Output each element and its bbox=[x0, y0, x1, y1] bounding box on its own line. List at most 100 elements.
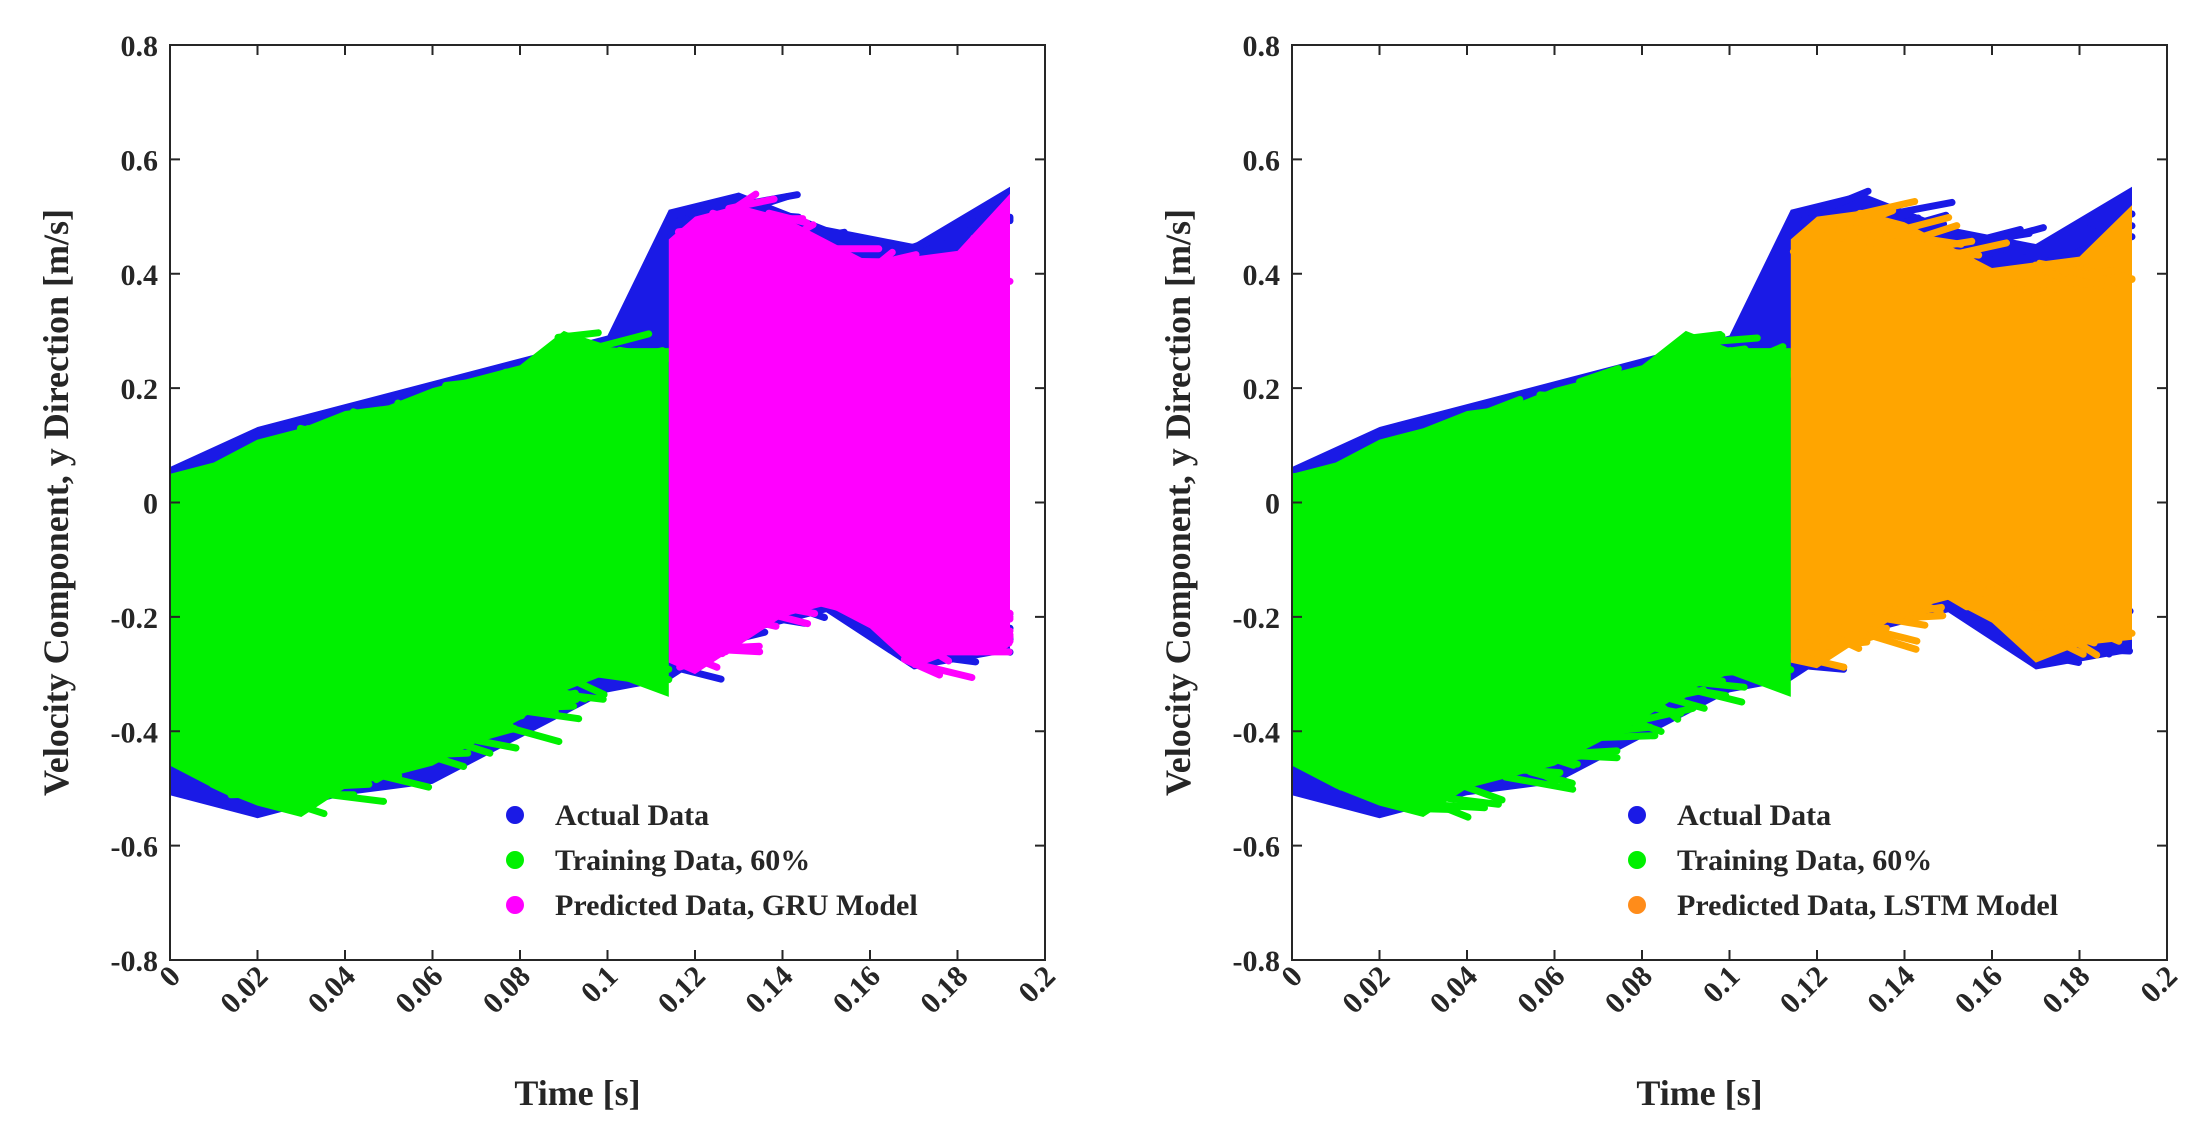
chart-1-training-data-points-streak bbox=[1292, 470, 1343, 481]
chart-1-legend-marker bbox=[1628, 851, 1646, 869]
chart-1-predicted-data-points-streak bbox=[1949, 574, 2014, 596]
chart-0-training-data-points-streak bbox=[486, 379, 545, 404]
chart-1-y-tick-label: 0.6 bbox=[1243, 144, 1281, 177]
chart-1-x-tick-label: 0.14 bbox=[1861, 960, 1921, 1020]
chart-0-predicted-data-points-streak bbox=[709, 209, 740, 225]
chart-1-predicted-data-points-streak bbox=[2032, 261, 2073, 286]
chart-1-predicted-data-points-streak bbox=[2062, 629, 2098, 647]
chart-1-predicted-data-points-streak bbox=[1990, 604, 2054, 614]
chart-1-predicted-data-points-streak bbox=[1882, 231, 1912, 240]
chart-1-training-data-points-streak bbox=[1372, 443, 1430, 464]
chart-0-predicted-data-points-streak bbox=[782, 230, 835, 255]
chart-1-predicted-data-points-streak bbox=[1924, 571, 1994, 582]
chart-1-predicted-data-points-streak bbox=[2068, 635, 2101, 659]
chart-1-training-data-points-streak bbox=[1709, 666, 1761, 677]
chart-0-x-tick-label: 0.1 bbox=[575, 960, 625, 1010]
chart-1-training-data-points-streak bbox=[1332, 471, 1364, 482]
chart-0-predicted-data-points-streak bbox=[786, 605, 819, 617]
chart-1-predicted-data-points-streak bbox=[2035, 623, 2076, 645]
chart-0-training-data-points-streak bbox=[547, 670, 578, 689]
chart-0-y-tick-label: 0.2 bbox=[121, 373, 159, 406]
chart-1-training-data-points-streak bbox=[1438, 771, 1489, 791]
chart-1-training-data-points-streak bbox=[1515, 426, 1574, 443]
chart-1-training-data-points-streak bbox=[1656, 687, 1686, 700]
chart-1-training-data-points-streak bbox=[1669, 671, 1700, 686]
chart-1-training-data-points-streak bbox=[1620, 389, 1682, 407]
chart-1-y-tick-label: -0.4 bbox=[1233, 716, 1281, 749]
chart-0-training-data-points-streak bbox=[467, 725, 519, 737]
chart-0-predicted-data-points-streak bbox=[881, 257, 958, 274]
chart-1-predicted-data-points-streak bbox=[1908, 596, 1944, 615]
chart-1-training-data-points-streak bbox=[1503, 411, 1556, 433]
chart-0-training-data-points-streak bbox=[622, 654, 673, 673]
chart-0-predicted-data-points-streak bbox=[947, 641, 1009, 655]
chart-0-predicted-data-points-streak bbox=[881, 617, 945, 634]
chart-0-training-data-points-streak bbox=[271, 453, 311, 467]
chart-0-y-tick-label: 0.8 bbox=[121, 30, 159, 63]
chart-1-training-data-points-streak bbox=[1526, 768, 1576, 787]
chart-1-predicted-data-points-streak bbox=[2101, 233, 2131, 247]
chart-1-x-tick-label: 0.02 bbox=[1336, 960, 1396, 1020]
chart-1-training-data-points-streak bbox=[1444, 794, 1502, 808]
chart-1-x-tick-label: 0.18 bbox=[2036, 960, 2096, 1020]
chart-1-legend: Actual Data Training Data, 60% Predicted D… bbox=[1628, 799, 2058, 922]
chart-0-training-data-points-streak bbox=[243, 774, 313, 783]
chart-0-training-data-points-streak bbox=[209, 472, 268, 493]
chart-1-training-data-points-streak bbox=[1753, 358, 1795, 378]
chart-0-training-data-points-streak bbox=[337, 408, 397, 423]
chart-0-x-tick-label: 0.04 bbox=[301, 960, 361, 1020]
chart-0-data-layer bbox=[170, 186, 1014, 819]
chart-1-y-tick-label: -0.2 bbox=[1233, 602, 1281, 635]
chart-0-predicted-data-points-streak bbox=[916, 661, 976, 681]
chart-1-training-data-points-streak bbox=[1592, 732, 1659, 742]
chart-0-y-tick-label: 0.6 bbox=[121, 144, 159, 177]
chart-1-predicted-data-points-streak bbox=[1824, 218, 1861, 228]
chart-1-predicted-data-points-streak bbox=[1882, 214, 1953, 238]
chart-1-predicted-data-points-streak bbox=[1793, 652, 1848, 671]
chart-1-y-tick-label: -0.6 bbox=[1233, 831, 1281, 864]
chart-1-predicted-data-points-streak bbox=[2046, 284, 2110, 296]
chart-1-y-tick-label: 0 bbox=[1265, 488, 1280, 521]
chart-1-x-tick-label: 0.16 bbox=[1948, 960, 2008, 1020]
chart-1-x-tick-label: 0.2 bbox=[2134, 960, 2184, 1010]
chart-1-predicted-data-points-streak bbox=[2011, 617, 2047, 637]
chart-1-x-tick-label: 0.06 bbox=[1511, 960, 1571, 1020]
chart-0-predicted-data-points-streak bbox=[810, 597, 874, 619]
chart-1-training-data-points-streak bbox=[1292, 726, 1345, 743]
chart-0-training-data-points-streak bbox=[296, 424, 357, 445]
chart-panel-gru: -0.8 -0.6 -0.4 -0.2 0 0.2 0.4 0.6 0.8 0 0.02 0.04 0.… bbox=[36, 30, 1062, 1113]
chart-1-training-data-points-streak bbox=[1583, 377, 1622, 391]
chart-1-predicted-data-points-streak bbox=[1818, 231, 1845, 242]
chart-0-x-tick-label: 0.06 bbox=[389, 960, 449, 1020]
chart-0-predicted-data-points-streak bbox=[671, 255, 709, 266]
chart-panel-lstm: -0.8 -0.6 -0.4 -0.2 0 0.2 0.4 0.6 0.8 0 0.02 0.04 0.… bbox=[1122, 0, 2194, 1126]
chart-0-training-data-points-streak bbox=[179, 468, 249, 481]
chart-1-training-data-points-streak bbox=[1689, 334, 1761, 347]
chart-1-x-axis-title: Time [s] bbox=[1636, 1073, 1762, 1113]
chart-1-training-data-points-streak bbox=[1616, 713, 1665, 735]
chart-0-training-data-points-streak bbox=[459, 402, 522, 421]
chart-1-y-tick-label: 0.2 bbox=[1243, 373, 1281, 406]
chart-1-training-data-points-streak bbox=[1743, 653, 1795, 674]
chart-1-x-tick-label: 0.1 bbox=[1697, 960, 1747, 1010]
chart-1-predicted-data-points-streak bbox=[1856, 209, 1885, 218]
chart-0-training-data-points-streak bbox=[456, 397, 482, 407]
chart-0-predicted-data-points-streak bbox=[716, 625, 754, 650]
chart-1-training-data-points-streak bbox=[1673, 349, 1721, 366]
chart-0-predicted-data-points-streak bbox=[796, 578, 863, 597]
chart-1-actual-data-points-streak bbox=[1845, 202, 1882, 216]
chart-1-training-data-points-streak bbox=[1452, 779, 1506, 804]
chart-0-predicted-data-points-streak bbox=[838, 594, 900, 609]
chart-0-predicted-data-points-streak bbox=[679, 634, 714, 653]
chart-0-training-data-points-streak bbox=[543, 347, 612, 365]
chart-1-actual-data-points-streak bbox=[1979, 224, 2047, 248]
chart-1-y-tick-label: -0.8 bbox=[1233, 945, 1281, 978]
chart-0-x-tick-label: 0.16 bbox=[826, 960, 886, 1020]
chart-1-training-data-points-streak bbox=[1586, 392, 1652, 411]
chart-1-predicted-data-points bbox=[1789, 198, 2136, 671]
chart-lstm: -0.8 -0.6 -0.4 -0.2 0 0.2 0.4 0.6 0.8 0 0.02 0.04 0.… bbox=[1158, 30, 2184, 1113]
chart-0-predicted-data-band bbox=[668, 193, 1010, 675]
chart-1-training-data-points-streak bbox=[1559, 386, 1589, 403]
chart-1-x-tick-label: 0.08 bbox=[1598, 960, 1658, 1020]
chart-1-training-data-points-streak bbox=[1544, 747, 1621, 759]
